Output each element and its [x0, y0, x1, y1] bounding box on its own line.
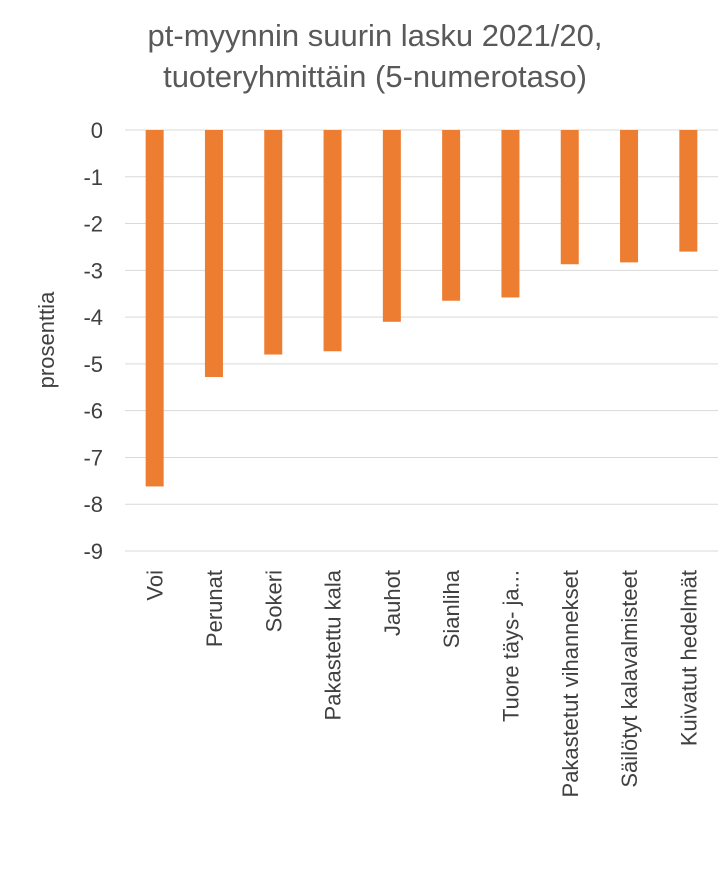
bar [145, 130, 164, 487]
y-tick-label: -1 [83, 165, 103, 190]
y-tick-label: -6 [83, 399, 103, 424]
bar [442, 130, 461, 301]
bar [679, 130, 698, 252]
y-tick-label: -5 [83, 352, 103, 377]
x-tick-label: Voi [143, 570, 168, 601]
x-tick-label: Pakastetut vihannekset [558, 570, 583, 797]
x-axis-ticks: Voi Perunat Sokeri Pakastettu kala Jauhot Sia… [143, 569, 702, 797]
bar [204, 130, 223, 377]
y-axis-label: prosenttia [34, 291, 59, 388]
y-axis-title: prosenttia [34, 291, 59, 388]
x-tick-label: Kuivatut hedelmät [676, 570, 701, 746]
y-tick-label: -3 [83, 258, 103, 283]
bar [620, 130, 639, 263]
gridlines [125, 129, 718, 552]
x-tick-label: Sianliha [439, 569, 464, 648]
bar [323, 130, 342, 352]
y-tick-label: -8 [83, 492, 103, 517]
bar [501, 130, 520, 298]
y-axis-ticks: 0 -1 -2 -3 -4 -5 -6 -7 -8 -9 [83, 118, 103, 564]
x-tick-label: Tuore täys- ja... [498, 570, 523, 722]
x-tick-label: Pakastettu kala [321, 569, 346, 720]
chart-title-line: pt-myynnin suurin lasku 2021/20, [148, 18, 603, 53]
bar [264, 130, 283, 355]
y-tick-label: -9 [83, 539, 103, 564]
y-tick-label: 0 [91, 118, 103, 143]
bars [145, 130, 698, 487]
y-tick-label: -2 [83, 212, 103, 237]
x-tick-label: Perunat [202, 570, 227, 647]
x-tick-label: Jauhot [380, 570, 405, 636]
x-tick-label: Säilötyt kalavalmisteet [617, 570, 642, 788]
bar [382, 130, 401, 322]
y-tick-label: -4 [83, 305, 103, 330]
x-tick-label: Sokeri [261, 570, 286, 632]
bar [560, 130, 579, 265]
chart-title-line: tuoteryhmittäin (5-numerotaso) [163, 59, 587, 94]
chart-title: pt-myynnin suurin lasku 2021/20, tuoteryh… [148, 18, 603, 94]
y-tick-label: -7 [83, 445, 103, 470]
